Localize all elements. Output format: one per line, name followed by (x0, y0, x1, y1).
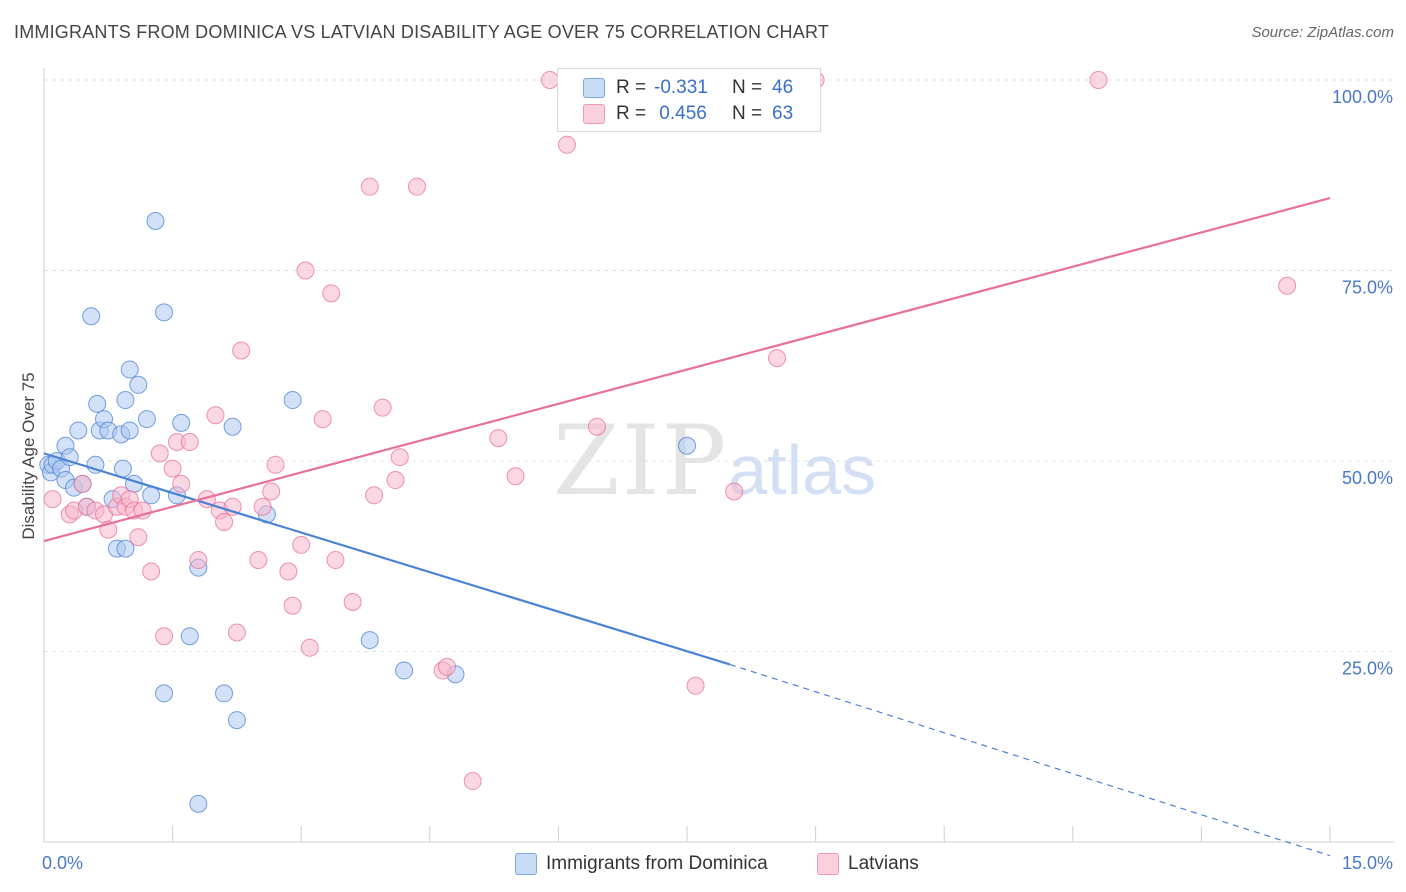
y-axis-label: Disability Age Over 75 (19, 372, 38, 539)
data-point-latvians (1278, 276, 1297, 295)
legend-label-dominica: Immigrants from Dominica (546, 853, 768, 874)
y-tick-label: 25.0% (1342, 659, 1393, 679)
data-point-dominica (86, 455, 105, 474)
data-point-latvians (142, 562, 161, 581)
data-point-latvians (129, 528, 148, 547)
data-point-latvians (206, 406, 225, 425)
data-point-latvians (506, 467, 525, 486)
trend-line-dominica (43, 452, 731, 666)
data-point-latvians (407, 177, 426, 196)
data-point-latvians (227, 623, 246, 642)
data-point-latvians (343, 592, 362, 611)
data-point-dominica (116, 391, 135, 410)
data-point-dominica (678, 436, 696, 455)
data-point-latvians (292, 535, 311, 554)
data-point-latvians (73, 474, 92, 493)
data-point-latvians (172, 474, 191, 493)
data-point-dominica (155, 303, 174, 322)
data-point-latvians (489, 429, 508, 448)
data-point-latvians (365, 486, 384, 505)
data-point-dominica (395, 661, 414, 680)
data-point-dominica (189, 794, 208, 813)
data-point-dominica (227, 711, 246, 730)
data-point-dominica (283, 391, 302, 410)
data-point-dominica (360, 631, 379, 650)
data-point-latvians (279, 562, 298, 581)
data-point-dominica (120, 360, 139, 379)
data-point-latvians (313, 410, 332, 429)
data-point-latvians (1089, 71, 1108, 89)
data-point-latvians (253, 497, 272, 516)
y-tick-label: 75.0% (1342, 278, 1393, 298)
y-tick-label: 50.0% (1342, 468, 1393, 488)
x-tick-label: 15.0% (1342, 853, 1393, 873)
data-point-dominica (137, 410, 156, 429)
legend-r-value: -0.331 (654, 77, 708, 98)
data-point-latvians (300, 638, 319, 657)
data-point-dominica (223, 417, 242, 436)
data-point-latvians (686, 676, 705, 695)
y-tick-label: 100.0% (1332, 87, 1393, 107)
data-point-dominica (155, 684, 174, 703)
legend-r-value: 0.456 (654, 103, 707, 124)
chart-title: IMMIGRANTS FROM DOMINICA VS LATVIAN DISA… (14, 22, 830, 42)
data-point-dominica (116, 539, 135, 558)
x-tick-label: 0.0% (42, 853, 83, 873)
data-point-dominica (215, 684, 234, 703)
data-point-latvians (150, 444, 169, 463)
legend-swatch-dominica (515, 853, 537, 875)
data-point-latvians (587, 417, 606, 436)
data-point-latvians (249, 551, 268, 570)
data-point-latvians (557, 135, 576, 154)
legend-label-latvians: Latvians (848, 853, 919, 874)
legend-r-label: R = (616, 77, 652, 98)
data-point-latvians (463, 772, 482, 791)
source-label: Source: ZipAtlas.com (1251, 24, 1394, 41)
data-point-dominica (60, 448, 79, 467)
data-point-latvians (768, 349, 787, 368)
watermark-atlas: atlas (728, 431, 877, 509)
data-point-dominica (129, 375, 148, 394)
legend-swatch-latvians (817, 853, 839, 875)
legend-n-value: 63 (772, 103, 794, 124)
data-point-latvians (540, 71, 559, 89)
data-point-latvians (155, 627, 174, 646)
data-point-dominica (146, 211, 165, 230)
data-point-latvians (386, 471, 405, 490)
data-point-latvians (232, 341, 251, 360)
trend-line-latvians (43, 197, 1331, 543)
data-point-latvians (322, 284, 341, 303)
data-point-dominica (82, 307, 101, 326)
legend-swatch-latvians (583, 104, 605, 124)
data-point-latvians (262, 482, 281, 501)
data-point-latvians (189, 551, 208, 570)
data-point-latvians (437, 657, 456, 676)
data-point-dominica (113, 459, 132, 478)
data-point-latvians (283, 596, 302, 615)
data-point-latvians (373, 398, 392, 417)
data-point-latvians (215, 512, 234, 531)
data-point-latvians (326, 551, 345, 570)
data-point-dominica (180, 627, 199, 646)
legend-swatch-dominica (583, 78, 605, 98)
legend-n-value: 46 (772, 77, 794, 98)
legend-r-label: R = (616, 103, 652, 124)
data-point-latvians (360, 177, 379, 196)
data-point-latvians (296, 261, 315, 280)
correlation-legend: R = -0.331 N = 46 R = 0.456 N = 63 (557, 68, 821, 132)
legend-n-label: N = (732, 103, 768, 124)
data-point-dominica (172, 413, 191, 432)
data-point-latvians (43, 490, 62, 509)
legend-n-label: N = (732, 77, 768, 98)
data-point-latvians (725, 482, 744, 501)
data-point-latvians (390, 448, 409, 467)
data-point-latvians (163, 459, 182, 478)
data-point-dominica (88, 394, 107, 413)
data-point-latvians (180, 432, 199, 451)
data-point-latvians (266, 455, 285, 474)
trend-extension-dominica (729, 663, 1331, 857)
data-point-dominica (69, 421, 88, 440)
data-point-dominica (120, 421, 139, 440)
